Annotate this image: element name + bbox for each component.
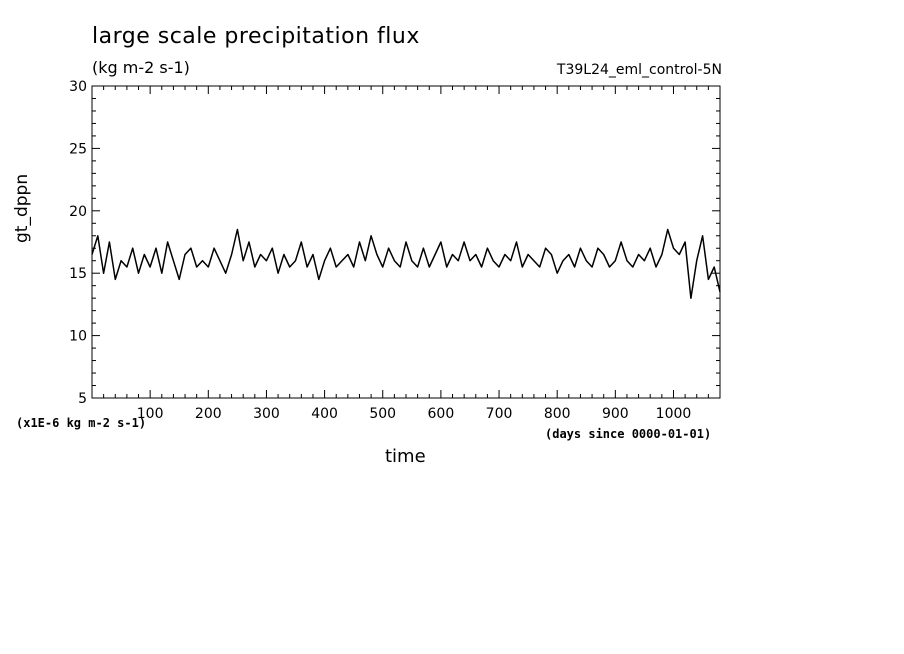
x-tick-label: 600: [428, 406, 455, 422]
x-tick-label: 900: [602, 406, 629, 422]
y-tick-label: 10: [69, 329, 87, 345]
chart-title: large scale precipitation flux: [92, 24, 420, 49]
x-tick-label: 400: [311, 406, 338, 422]
x-axis-label: time: [385, 446, 426, 467]
time-units-label: (days since 0000-01-01): [545, 427, 712, 441]
series-line-0: [91, 228, 721, 299]
x-tick-label: 700: [486, 406, 513, 422]
y-axis-label: gt_dppn: [12, 173, 32, 243]
x-tick-label: 200: [195, 406, 222, 422]
y-tick-label: 30: [69, 79, 87, 95]
y-tick-label: 20: [69, 204, 87, 220]
y-tick-label: 25: [69, 141, 87, 157]
y-tick-label: 5: [78, 391, 87, 407]
x-tick-label: 500: [369, 406, 396, 422]
x-tick-label: 300: [253, 406, 280, 422]
run-name-label: T39L24_eml_control-5N: [556, 62, 722, 78]
units-label: (kg m-2 s-1): [92, 58, 190, 77]
scale-note: (x1E-6 kg m-2 s-1): [16, 416, 147, 430]
x-tick-label: 100: [137, 406, 164, 422]
x-tick-label: 1000: [656, 406, 692, 422]
x-tick-label: 800: [544, 406, 571, 422]
y-tick-label: 15: [69, 266, 87, 282]
